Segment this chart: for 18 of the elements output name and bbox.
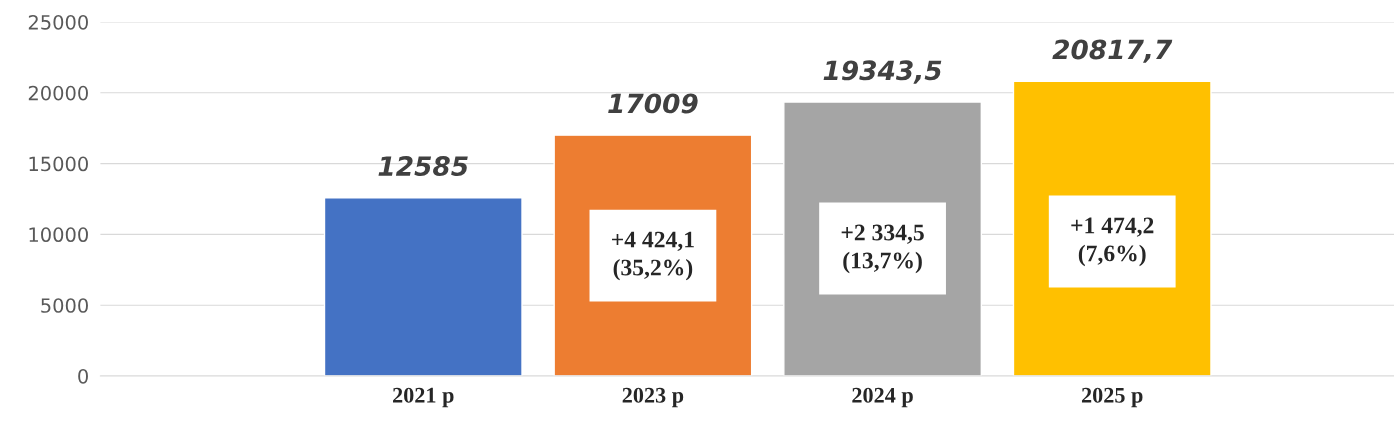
data-label: 19343,5: [823, 60, 942, 84]
data-label: 17009: [608, 93, 698, 114]
x-tick-label: 2025 р: [1081, 387, 1143, 408]
annotation: +1 474,2 (7,6%): [1071, 217, 1154, 267]
y-tick-label: 5000: [41, 298, 88, 313]
annotation: +2 334,5 (13,7%): [841, 224, 924, 274]
y-tick-label: 25000: [28, 14, 88, 30]
y-tick-label: 20000: [28, 85, 88, 101]
annotation: +4 424,1 (35,2%): [612, 231, 694, 281]
data-label: 20817,7: [1052, 39, 1173, 63]
data-label: 12585: [378, 156, 468, 177]
x-tick-label: 2021 р: [393, 387, 454, 408]
bar: [323, 197, 523, 376]
x-tick-label: 2023 р: [622, 387, 684, 408]
y-tick-label: 10000: [29, 227, 88, 243]
y-tick-label: 0: [78, 368, 88, 384]
y-tick-label: 15000: [29, 156, 88, 172]
x-tick-label: 2024 р: [852, 387, 913, 408]
